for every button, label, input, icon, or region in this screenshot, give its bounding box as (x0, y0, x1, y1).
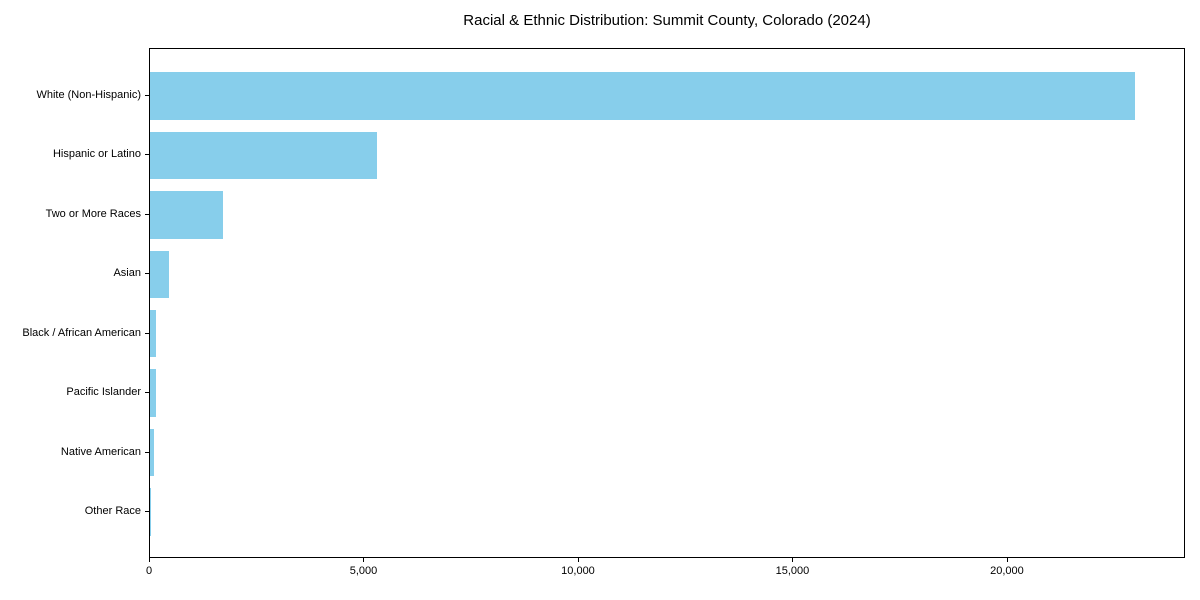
y-tick-mark (145, 451, 149, 453)
y-tick-mark (145, 511, 149, 513)
x-tick-mark (1006, 558, 1008, 562)
x-tick-label: 5,000 (349, 565, 378, 577)
y-tick-mark (145, 332, 149, 334)
bar (150, 309, 157, 358)
y-tick-mark (145, 94, 149, 96)
bar (150, 428, 155, 477)
y-tick-mark (145, 154, 149, 156)
x-tick-label: 10,000 (561, 565, 595, 577)
bar (150, 72, 1135, 120)
y-tick-label: Hispanic or Latino (52, 148, 141, 161)
x-tick-mark (577, 558, 579, 562)
x-tick-mark (149, 558, 150, 562)
x-tick-label: 15,000 (775, 565, 810, 577)
y-tick-mark (145, 273, 149, 275)
y-tick-label: Other Race (84, 505, 141, 518)
x-tick-label: 20,000 (990, 565, 1024, 577)
bar (150, 131, 377, 180)
bar (150, 191, 223, 239)
y-tick-label: Black / African American (22, 326, 141, 339)
bar (150, 369, 156, 417)
y-tick-mark (145, 213, 149, 215)
x-tick-mark (792, 558, 794, 562)
y-tick-label: Native American (60, 445, 141, 458)
y-tick-mark (145, 392, 149, 394)
x-tick-mark (363, 558, 365, 562)
bar (150, 250, 170, 299)
y-tick-label: Asian (113, 267, 141, 280)
bar (150, 488, 152, 536)
chart-title: Racial & Ethnic Distribution: Summit Cou… (463, 12, 871, 29)
y-tick-label: Pacific Islander (66, 386, 141, 399)
plot-area (149, 48, 1185, 558)
x-tick-label: 0 (145, 565, 153, 577)
y-tick-label: White (Non-Hispanic) (36, 88, 141, 101)
y-tick-label: Two or More Races (45, 207, 141, 220)
